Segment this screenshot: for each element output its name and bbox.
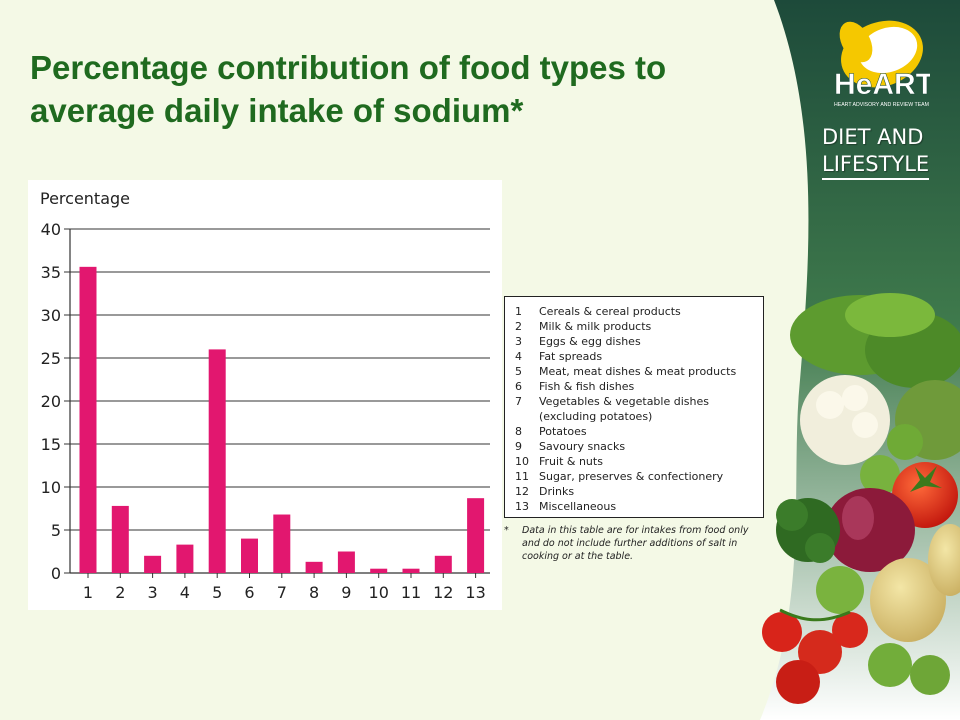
bar <box>370 568 388 573</box>
bar <box>208 349 226 573</box>
legend-item: 1 Cereals & cereal products <box>515 304 755 319</box>
legend-label: Milk & milk products <box>539 320 652 333</box>
legend-label: Miscellaneous <box>539 500 617 513</box>
legend-item: 11 Sugar, preserves & confectionery <box>515 469 755 484</box>
x-tick-label: 8 <box>309 583 319 602</box>
brussels-sprout-icon <box>887 424 923 460</box>
x-tick-label: 7 <box>277 583 287 602</box>
legend-number: 11 <box>515 470 529 483</box>
legend-number: 13 <box>515 500 529 513</box>
side-panel <box>760 0 960 720</box>
legend-label: Meat, meat dishes & meat products <box>539 365 737 378</box>
y-tick-label: 35 <box>41 263 61 282</box>
legend-item: 8 Potatoes <box>515 424 755 439</box>
bar <box>434 555 452 573</box>
x-tick-label: 2 <box>115 583 125 602</box>
footnote-text: Data in this table are for intakes from … <box>522 525 749 562</box>
svg-text:HEART ADVISORY AND REVIEW TEAM: HEART ADVISORY AND REVIEW TEAM <box>834 102 929 108</box>
slide-title: Percentage contribution of food types to… <box>30 49 667 129</box>
footnote: * Data in this table are for intakes fro… <box>504 524 766 563</box>
y-axis-label: Percentage <box>40 189 130 208</box>
legend-item: 2 Milk & milk products <box>515 319 755 334</box>
bar <box>467 498 485 573</box>
x-tick-label: 4 <box>180 583 190 602</box>
bar <box>176 544 194 573</box>
y-tick-label: 40 <box>41 220 61 239</box>
x-tick-label: 13 <box>465 583 485 602</box>
y-tick-label: 20 <box>41 392 61 411</box>
x-tick-label: 11 <box>401 583 421 602</box>
legend-label: Sugar, preserves & confectionery <box>539 470 724 483</box>
legend-number: 12 <box>515 485 529 498</box>
brand-line-2: LIFESTYLE <box>822 151 930 180</box>
legend-number: 5 <box>515 365 522 378</box>
legend-label: Drinks <box>539 485 575 498</box>
legend-item: 4 Fat spreads <box>515 349 755 364</box>
legend-item: 10 Fruit & nuts <box>515 454 755 469</box>
legend-item: 5 Meat, meat dishes & meat products <box>515 364 755 379</box>
legend-item: 13 Miscellaneous <box>515 499 755 514</box>
legend-number: 3 <box>515 335 522 348</box>
bar <box>337 551 355 573</box>
bar <box>305 561 323 573</box>
legend-label: Fruit & nuts <box>539 455 603 468</box>
legend-number: 6 <box>515 380 522 393</box>
potato-icon <box>870 558 946 642</box>
svg-text:HeART: HeART <box>834 68 930 101</box>
footnote-mark: * <box>504 525 509 536</box>
heart-logo-icon: HeART HEART ADVISORY AND REVIEW TEAM <box>834 20 930 108</box>
legend-item: 12 Drinks <box>515 484 755 499</box>
bar <box>241 538 258 573</box>
legend-number: 4 <box>515 350 522 363</box>
y-tick-label: 25 <box>41 349 61 368</box>
legend-item: 9 Savoury snacks <box>515 439 755 454</box>
brand-text: DIET AND LIFESTYLE <box>822 124 952 180</box>
bar <box>79 266 97 573</box>
x-tick-label: 12 <box>433 583 453 602</box>
bar <box>273 514 291 573</box>
legend-label: Fat spreads <box>539 350 603 363</box>
legend-label: Potatoes <box>539 425 587 438</box>
legend-label: Vegetables & vegetable dishes (excluding… <box>539 395 709 423</box>
x-tick-label: 9 <box>341 583 351 602</box>
legend-label: Eggs & egg dishes <box>539 335 641 348</box>
legend-number: 1 <box>515 305 522 318</box>
legend-number: 8 <box>515 425 522 438</box>
chart-container: Percentage 0 5 10 15 20 25 30 35 40 1 2 3 4 5 6 7 8 9 10 11 1… <box>28 180 502 610</box>
x-tick-label: 3 <box>148 583 158 602</box>
legend-number: 9 <box>515 440 522 453</box>
legend-number: 10 <box>515 455 529 468</box>
legend-item: 7 Vegetables & vegetable dishes (excludin… <box>515 394 755 424</box>
legend-label: Fish & fish dishes <box>539 380 635 393</box>
bar <box>144 555 162 573</box>
bar <box>111 505 129 573</box>
bar <box>402 568 420 573</box>
x-tick-label: 5 <box>212 583 222 602</box>
legend: 1 Cereals & cereal products 2 Milk & milk p… <box>504 296 764 518</box>
legend-label: Savoury snacks <box>539 440 626 453</box>
legend-label: Cereals & cereal products <box>539 305 681 318</box>
y-tick-label: 0 <box>51 564 61 583</box>
x-tick-label: 6 <box>244 583 254 602</box>
y-tick-label: 10 <box>41 478 61 497</box>
x-tick-label: 1 <box>83 583 93 602</box>
legend-item: 6 Fish & fish dishes <box>515 379 755 394</box>
y-tick-label: 5 <box>51 521 61 540</box>
legend-number: 7 <box>515 395 522 408</box>
x-tick-label: 10 <box>369 583 389 602</box>
y-tick-label: 30 <box>41 306 61 325</box>
legend-item: 3 Eggs & egg dishes <box>515 334 755 349</box>
y-tick-label: 15 <box>41 435 61 454</box>
legend-number: 2 <box>515 320 522 333</box>
cherry-tomato-icon <box>762 612 802 652</box>
brand-line-1: DIET AND <box>822 125 924 149</box>
